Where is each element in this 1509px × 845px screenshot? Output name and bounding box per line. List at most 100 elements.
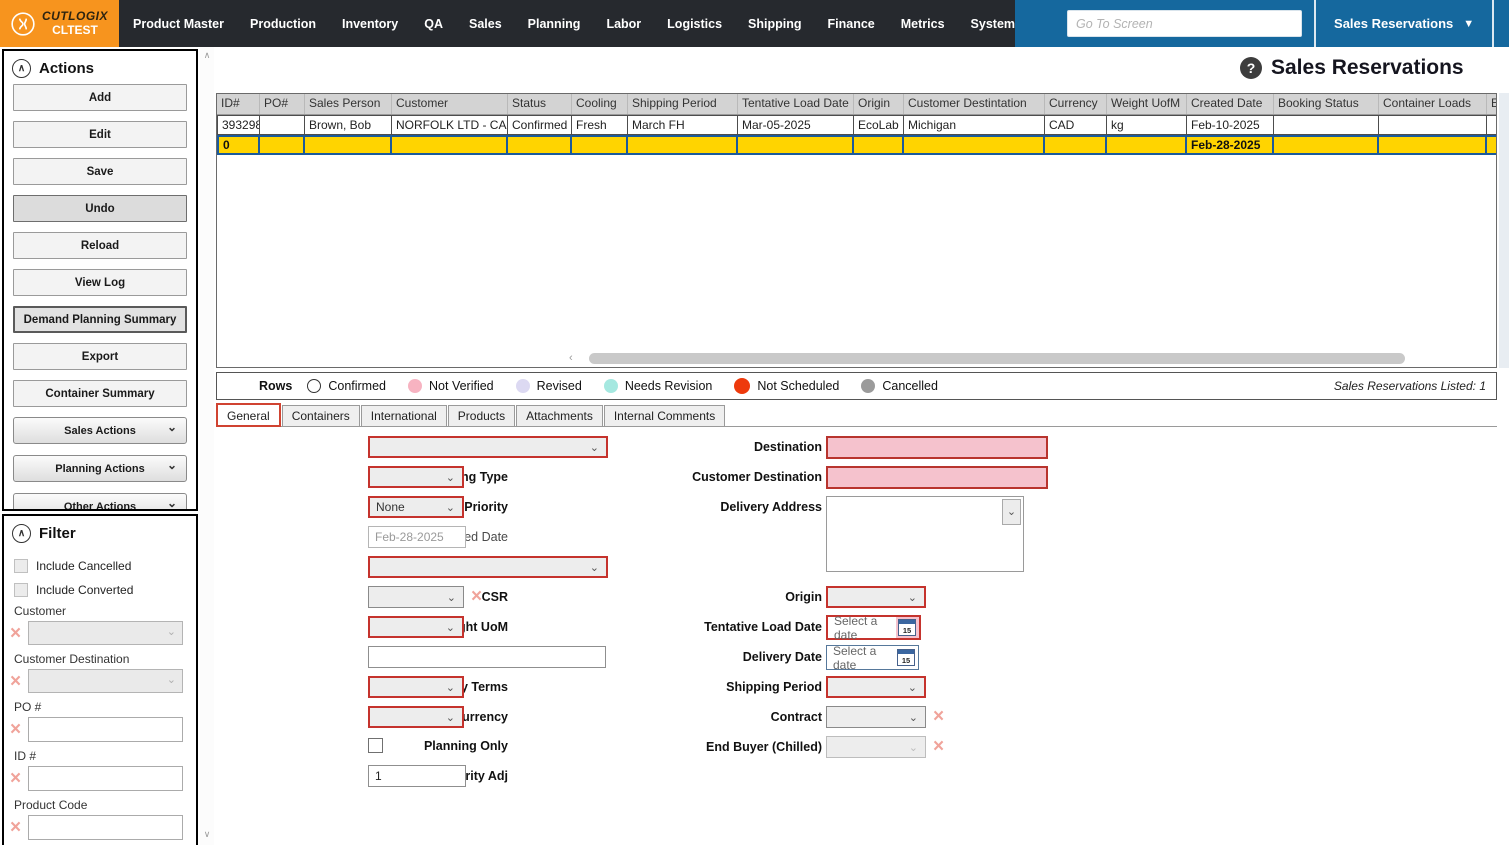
grid-col-header-tentative-load-date[interactable]: Tentative Load Date <box>738 94 854 114</box>
end-buyer-clear-icon[interactable]: × <box>933 736 945 757</box>
action-dropdown-sales-actions[interactable]: Sales Actions ⌄ <box>13 417 187 444</box>
calendar-icon[interactable]: 15 <box>898 619 916 636</box>
filter-select-customer-destination[interactable]: ⌄ <box>28 669 183 693</box>
grid-row-selected[interactable]: 0 Feb-28-2025 <box>217 135 1496 155</box>
grid-cell[interactable]: Feb-28-2025 <box>1187 135 1274 155</box>
hscroll-thumb[interactable] <box>589 353 1405 364</box>
grid-cell[interactable]: CAD <box>1045 115 1107 135</box>
grid-col-header-weight-uofm[interactable]: Weight UofM <box>1107 94 1187 114</box>
grid-cell[interactable] <box>260 115 305 135</box>
filter-input-po[interactable] <box>28 717 183 742</box>
action-button-view-log[interactable]: View Log <box>13 269 187 296</box>
grid-cell[interactable]: kg <box>1107 115 1187 135</box>
collapse-actions-icon[interactable]: ∧ <box>12 59 31 78</box>
delivery-terms-select[interactable]: ⌄ <box>368 676 464 698</box>
planning-priority-adj-input[interactable]: 1 <box>368 765 466 787</box>
grid-cell[interactable] <box>1379 115 1487 135</box>
filter-input-product-code[interactable] <box>28 815 183 840</box>
action-button-reload[interactable]: Reload <box>13 232 187 259</box>
currency-select[interactable]: ⌄ <box>368 706 464 728</box>
csr-clear-icon[interactable]: × <box>471 586 483 607</box>
grid-cell[interactable]: March FH <box>628 115 738 135</box>
action-button-save[interactable]: Save <box>13 158 187 185</box>
grid-col-header-status[interactable]: Status <box>508 94 572 114</box>
grid-col-header-end[interactable]: End <box>1487 94 1496 114</box>
grid-cell[interactable] <box>1045 135 1107 155</box>
screen-selector-dropdown[interactable]: Sales Reservations ▼ <box>1316 0 1492 47</box>
grid-cell[interactable] <box>628 135 738 155</box>
grid-cell[interactable]: Confirmed <box>508 115 572 135</box>
hscroll-left-icon[interactable]: ‹ <box>569 352 573 364</box>
grid-col-header-created-date[interactable]: Created Date <box>1187 94 1274 114</box>
clear-filter-icon[interactable]: × <box>10 670 22 692</box>
action-button-demand-planning-summary[interactable]: Demand Planning Summary <box>13 306 187 333</box>
tentative-load-date-picker[interactable]: Select a date 15 <box>826 614 921 642</box>
scroll-up-icon[interactable]: ∧ <box>203 50 211 60</box>
grid-cell[interactable] <box>1487 135 1496 155</box>
tab-products[interactable]: Products <box>447 405 516 427</box>
menu-item-system[interactable]: System <box>970 16 1016 31</box>
grid-cell[interactable] <box>260 135 305 155</box>
grid-cell[interactable]: Michigan <box>904 115 1045 135</box>
tab-international[interactable]: International <box>360 405 447 427</box>
grid-col-header-currency[interactable]: Currency <box>1045 94 1107 114</box>
menu-item-labor[interactable]: Labor <box>606 16 642 31</box>
grid-col-header-customer-destintation[interactable]: Customer Destintation <box>904 94 1045 114</box>
grid-col-header-booking-status[interactable]: Booking Status <box>1274 94 1379 114</box>
clear-filter-icon[interactable]: × <box>10 768 22 789</box>
grid-cell[interactable]: 393298 <box>217 115 260 135</box>
grid-cell[interactable]: EcoLab <box>854 115 904 135</box>
go-to-screen-input[interactable] <box>1067 10 1303 37</box>
clear-filter-icon[interactable]: × <box>10 817 22 838</box>
grid-cell[interactable] <box>1487 115 1496 135</box>
tab-internal-comments[interactable]: Internal Comments <box>603 405 726 427</box>
sales-person-select[interactable]: ⌄ <box>368 556 608 578</box>
checkbox-include-converted[interactable] <box>14 583 28 597</box>
customer-destination-input[interactable] <box>826 466 1048 489</box>
csr-select[interactable]: ⌄ <box>368 586 464 608</box>
grid-col-header-origin[interactable]: Origin <box>854 94 904 114</box>
grid-cell[interactable]: Feb-10-2025 <box>1187 115 1274 135</box>
grid-cell[interactable] <box>1379 135 1487 155</box>
action-button-edit[interactable]: Edit <box>13 121 187 148</box>
calendar-icon[interactable]: 15 <box>897 649 915 666</box>
clear-filter-icon[interactable]: × <box>10 622 22 644</box>
grid-col-header-shipping-period[interactable]: Shipping Period <box>628 94 738 114</box>
destination-input[interactable] <box>826 436 1048 459</box>
action-button-container-summary[interactable]: Container Summary <box>13 380 187 407</box>
filter-select-customer[interactable]: ⌄ <box>28 621 183 645</box>
sidebar-scrollbar[interactable]: ∧ ∨ <box>200 47 214 845</box>
scroll-down-icon[interactable]: ∨ <box>203 829 211 839</box>
frozen-priority-select[interactable]: None ⌄ <box>368 496 464 518</box>
grid-col-header-container-loads[interactable]: Container Loads <box>1379 94 1487 114</box>
menu-item-metrics[interactable]: Metrics <box>900 16 945 31</box>
clear-filter-icon[interactable]: × <box>10 719 22 740</box>
grid-cell[interactable]: Fresh <box>572 115 628 135</box>
filter-input-id[interactable] <box>28 766 183 791</box>
grid-cell[interactable] <box>854 135 904 155</box>
grid-cell[interactable] <box>904 135 1045 155</box>
weight-uom-select[interactable]: ⌄ <box>368 616 464 638</box>
collapse-filter-icon[interactable]: ∧ <box>12 524 31 543</box>
tab-general[interactable]: General <box>216 403 281 427</box>
menu-item-finance[interactable]: Finance <box>827 16 875 31</box>
grid-cell[interactable] <box>738 135 854 155</box>
grid-col-header-po[interactable]: PO# <box>260 94 305 114</box>
grid-vertical-scrollbar[interactable] <box>1499 93 1509 368</box>
tab-containers[interactable]: Containers <box>281 405 360 427</box>
menu-item-sales[interactable]: Sales <box>468 16 502 31</box>
contract-select[interactable]: ⌄ <box>826 706 926 728</box>
menu-item-logistics[interactable]: Logistics <box>667 16 723 31</box>
grid-col-header-id[interactable]: ID# <box>217 94 260 114</box>
action-button-add[interactable]: Add <box>13 84 187 111</box>
action-button-undo[interactable]: Undo <box>13 195 187 222</box>
cooling-type-select[interactable]: ⌄ <box>368 466 464 488</box>
help-icon[interactable]: ? <box>1240 57 1262 79</box>
grid-cell[interactable] <box>305 135 392 155</box>
action-button-export[interactable]: Export <box>13 343 187 370</box>
delivery-address-textarea[interactable]: ⌄ <box>826 496 1024 572</box>
menu-item-shipping[interactable]: Shipping <box>748 16 802 31</box>
grid-cell[interactable] <box>1274 115 1379 135</box>
grid-cell[interactable] <box>1107 135 1187 155</box>
origin-select[interactable]: ⌄ <box>826 586 926 608</box>
